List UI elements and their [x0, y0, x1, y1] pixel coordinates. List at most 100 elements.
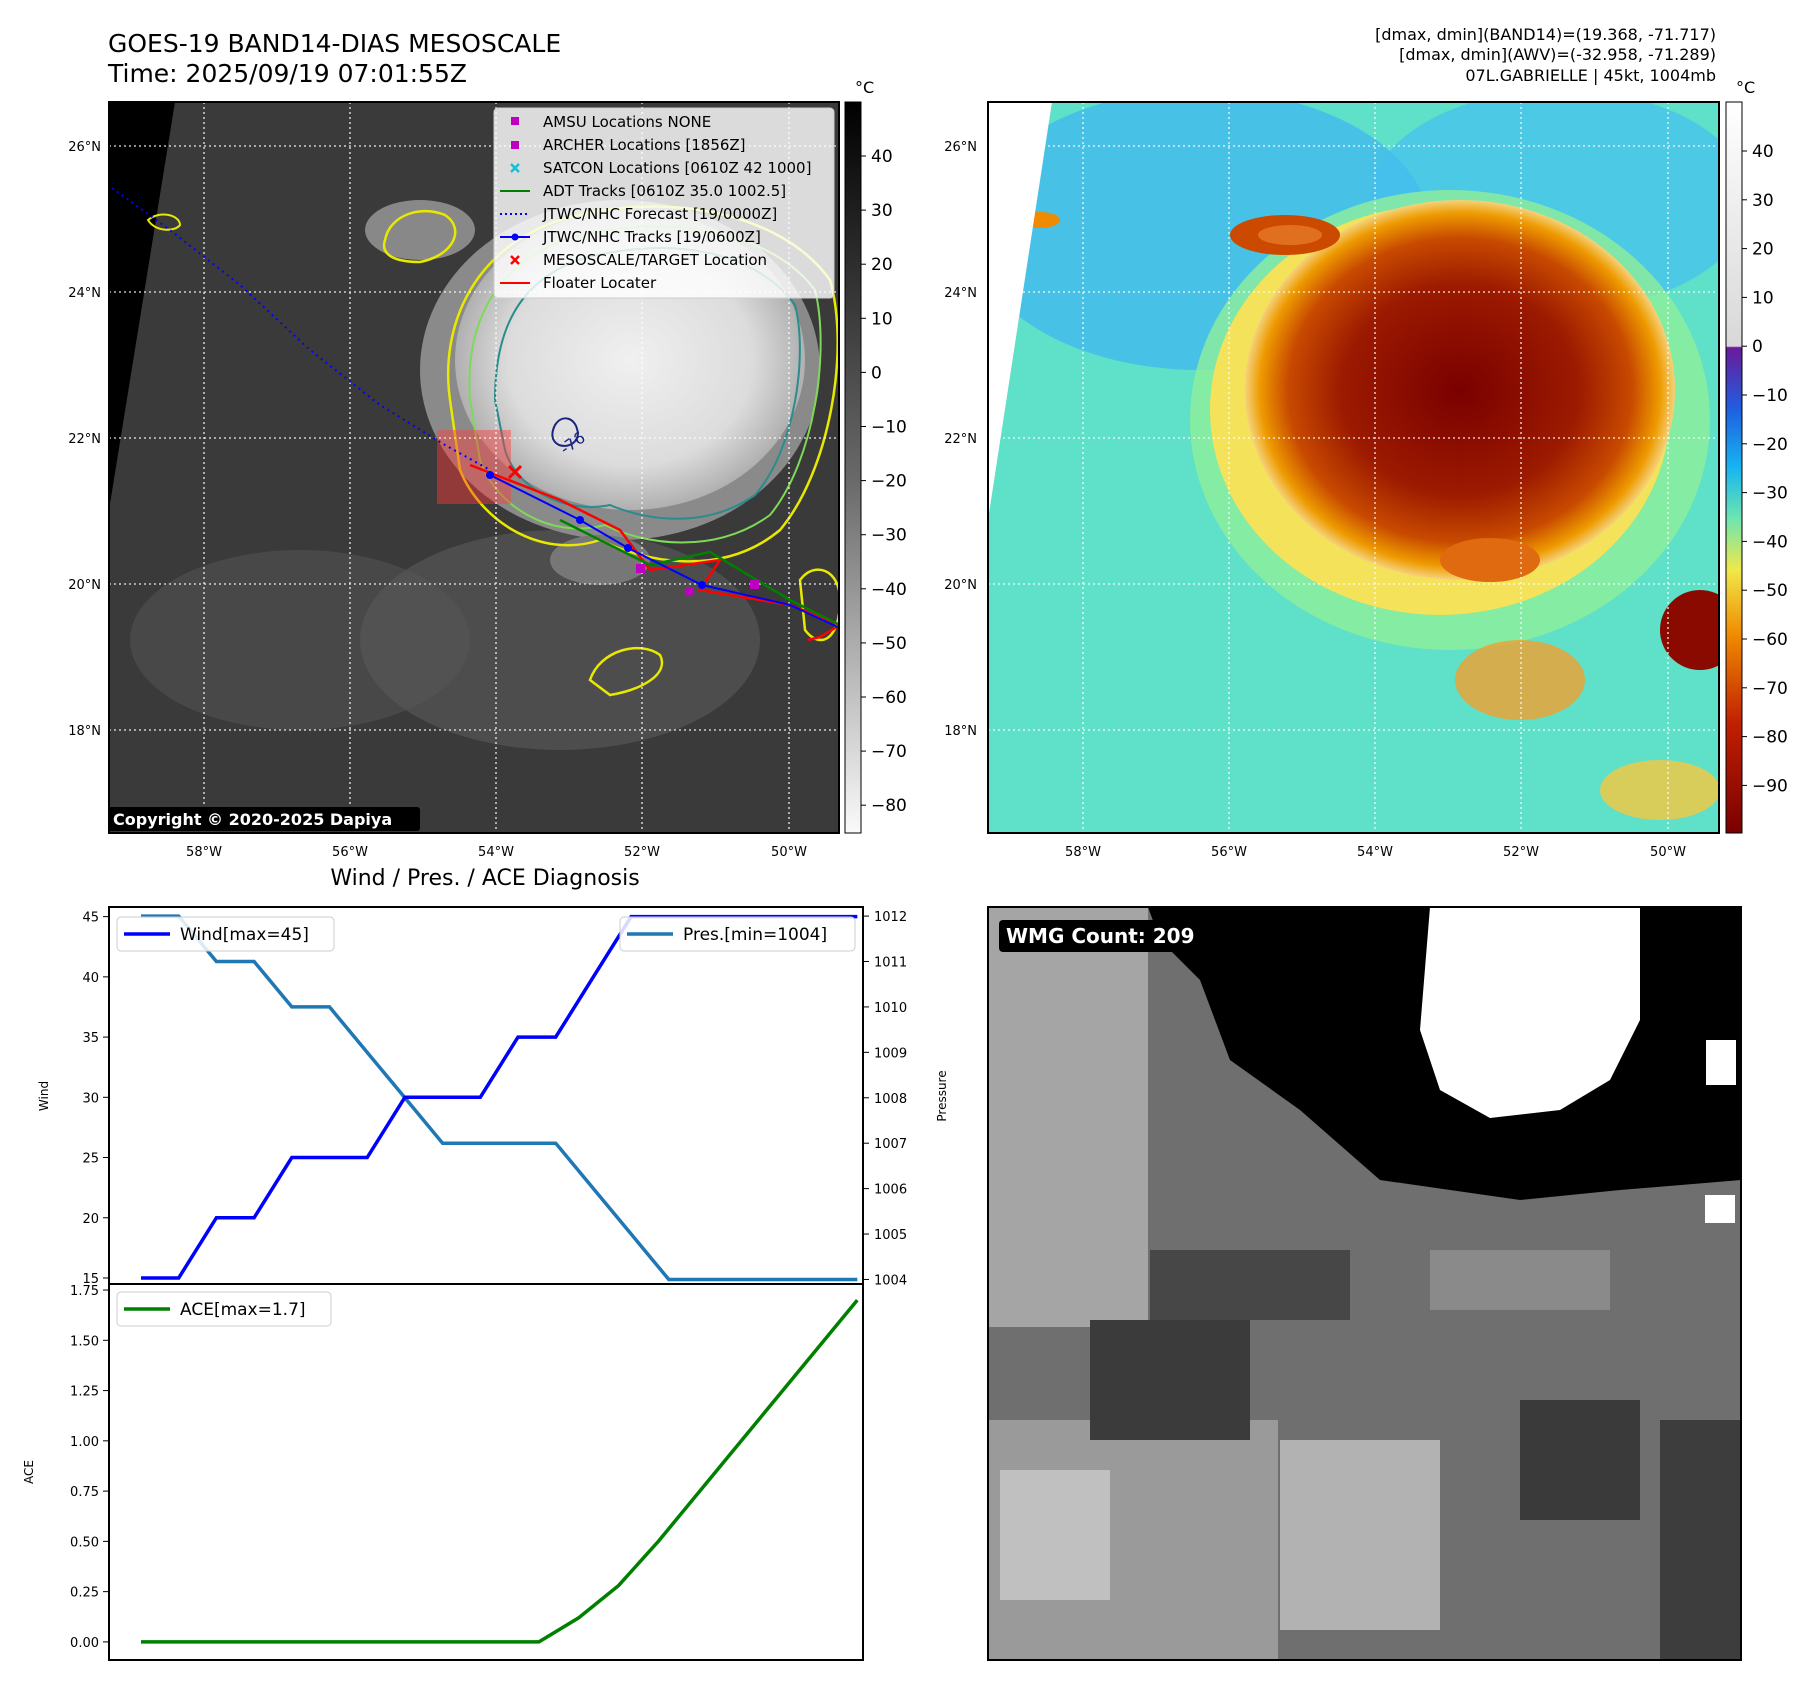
enhanced-map [988, 102, 1719, 833]
ace-legend: ACE[max=1.7] [116, 1291, 332, 1327]
lon-label: 54°W [478, 845, 514, 860]
pressure-line [141, 914, 858, 1282]
ace-tick-label: 0.25 [70, 1586, 99, 1601]
lat-label: 26°N [944, 140, 977, 155]
jtwc-track [489, 474, 839, 629]
ace-ylabel: ACE [22, 1460, 36, 1484]
pressure-ticks: 1004 1005 1006 1007 1008 1009 1010 1011 1012 [863, 910, 907, 1288]
colorbar-tick-label: −10 [1752, 386, 1788, 406]
ace-tick-label: 0.50 [70, 1535, 99, 1550]
colorbar-tick-label: 20 [1752, 240, 1774, 260]
colorbar-tick-label: 0 [871, 363, 882, 383]
stats-storm: 07L.GABRIELLE | 45kt, 1004mb [1465, 66, 1716, 85]
legend-tracks: JTWC/NHC Tracks [19/0600Z] [542, 228, 761, 246]
lat-label: 24°N [944, 286, 977, 301]
colorbar-tick-label: −20 [871, 472, 907, 492]
lon-label: 54°W [1357, 845, 1393, 860]
colorbar-tick-label: 40 [1752, 142, 1774, 162]
lon-label: 50°W [771, 845, 807, 860]
pressure-tick-label: 1012 [874, 910, 907, 925]
ace-tick-label: 1.50 [70, 1334, 99, 1349]
wind-ylabel: Wind [37, 1081, 51, 1111]
pressure-legend: Pres.[min=1004] [619, 916, 856, 952]
colorbar-tick-label: −30 [1752, 484, 1788, 504]
copyright-box [108, 807, 420, 831]
wind-tick-label: 25 [82, 1152, 99, 1167]
right-colorbar-ticks: 40 30 20 10 0 −10 −20 −30 −40 −50 −60 −70 −80 −90 [1742, 142, 1788, 796]
ir-lon-labels: 58°W 56°W 54°W 52°W 50°W [186, 845, 807, 860]
adt-track [559, 518, 839, 626]
colorbar-tick-label: 40 [871, 147, 893, 167]
legend-amsu: AMSU Locations NONE [543, 113, 711, 131]
lon-label: 56°W [332, 845, 368, 860]
pressure-ylabel: Pressure [935, 1070, 949, 1121]
colorbar-tick-label: 20 [871, 255, 893, 275]
pressure-tick-label: 1010 [874, 1001, 907, 1016]
colorbar-tick-label: −80 [1752, 728, 1788, 748]
colorbar-tick-label: −50 [871, 634, 907, 654]
convective-core [1245, 200, 1675, 580]
pressure-tick-label: 1007 [874, 1137, 907, 1152]
wmg-count-box [999, 920, 1209, 952]
lat-label: 18°N [944, 724, 977, 739]
ace-line [141, 1298, 859, 1644]
enh-gridlines [988, 102, 1719, 833]
pressure-tick-label: 1008 [874, 1092, 907, 1107]
ace-legend-label: ACE[max=1.7] [180, 1300, 306, 1320]
legend-archer: ARCHER Locations [1856Z] [543, 136, 746, 154]
colorbar-tick-label: −60 [871, 688, 907, 708]
lat-label: 22°N [68, 432, 101, 447]
colorbar-tick-label: −80 [871, 796, 907, 816]
ace-tick-label: 1.75 [70, 1284, 99, 1299]
enh-lon-labels: 58°W 56°W 54°W 52°W 50°W [1065, 845, 1686, 860]
pressure-tick-label: 1009 [874, 1046, 907, 1061]
wind-legend: Wind[max=45] [116, 916, 335, 952]
ace-axes [108, 1283, 864, 1661]
ace-tick-label: 1.00 [70, 1435, 99, 1450]
wind-pres-axes [108, 906, 864, 1285]
lat-label: 22°N [944, 432, 977, 447]
stats-band14: [dmax, dmin](BAND14)=(19.368, -71.717) [1375, 25, 1716, 44]
no-data-region [988, 102, 1052, 520]
lat-label: 20°N [944, 578, 977, 593]
enh-map-frame [987, 101, 1720, 834]
figure-title: GOES-19 BAND14-DIAS MESOSCALE [108, 29, 561, 58]
colorbar-tick-label: −50 [1752, 581, 1788, 601]
colorbar-tick-label: −70 [871, 742, 907, 762]
ir-lat-labels: 26°N 24°N 22°N 20°N 18°N [68, 140, 101, 739]
wind-ticks: 15 20 25 30 35 40 45 [82, 911, 109, 1287]
legend-target: MESOSCALE/TARGET Location [543, 251, 767, 269]
colorbar-tick-label: −90 [1752, 776, 1788, 796]
legend-satcon: SATCON Locations [0610Z 42 1000] [543, 159, 811, 177]
colorbar-tick-label: −70 [1752, 679, 1788, 699]
wmg-frame [987, 906, 1742, 1661]
lat-label: 18°N [68, 724, 101, 739]
lat-label: 20°N [68, 578, 101, 593]
lon-label: 58°W [186, 845, 222, 860]
left-colorbar-unit: °C [855, 78, 874, 97]
ace-tick-label: 1.25 [70, 1385, 99, 1400]
wind-legend-label: Wind[max=45] [180, 925, 309, 945]
wmg-panel [988, 907, 1741, 1660]
copyright: Copyright © 2020-2025 Dapiya [113, 810, 392, 829]
wind-tick-label: 45 [82, 911, 99, 926]
map-legend: AMSU Locations NONE ARCHER Locations [18… [493, 107, 835, 299]
colorbar-tick-label: 30 [871, 201, 893, 221]
left-colorbar [844, 101, 862, 834]
legend-floater: Floater Locater [543, 274, 657, 292]
legend-forecast: JTWC/NHC Forecast [19/0000Z] [542, 205, 777, 223]
pressure-tick-label: 1006 [874, 1183, 907, 1198]
lon-label: 58°W [1065, 845, 1101, 860]
no-data-region [109, 102, 175, 510]
colorbar-tick-label: −40 [1752, 532, 1788, 552]
colorbar-tick-label: −60 [1752, 630, 1788, 650]
lat-label: 26°N [68, 140, 101, 155]
forecast-track [111, 187, 491, 471]
contour-coldest [551, 417, 579, 447]
enh-lat-labels: 26°N 24°N 22°N 20°N 18°N [944, 140, 977, 739]
figure-time: Time: 2025/09/19 07:01:55Z [107, 59, 467, 88]
legend-adt: ADT Tracks [0610Z 35.0 1002.5] [543, 182, 786, 200]
colorbar-tick-label: −30 [871, 526, 907, 546]
wind-tick-label: 30 [82, 1091, 99, 1106]
